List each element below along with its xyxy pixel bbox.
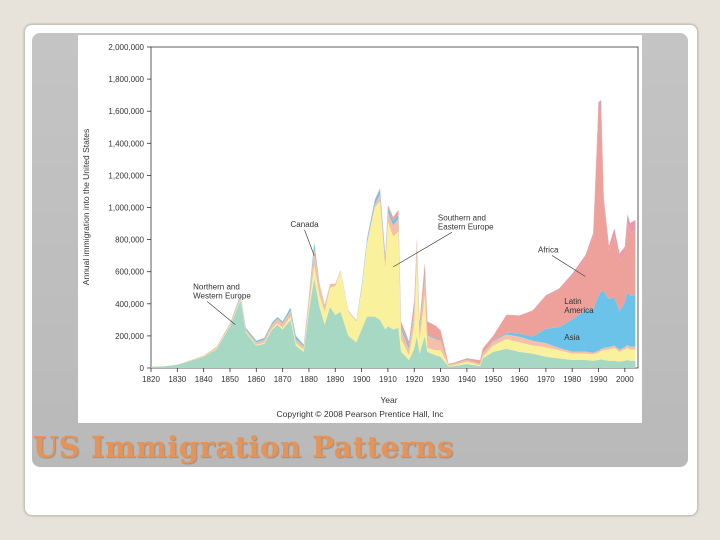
x-tick-label: 1880 (300, 375, 318, 384)
x-tick-label: 1980 (563, 375, 581, 384)
x-tick-label: 1920 (405, 375, 423, 384)
x-tick-label: 1970 (537, 375, 555, 384)
annotation-label: Latin (564, 297, 581, 306)
annotation-leader (304, 229, 315, 256)
annotation-label: America (564, 306, 594, 315)
area-series-2 (151, 194, 636, 367)
immigration-area-chart: 0 200,000 400,000 600,000 800,000 1,000,000 1,… (81, 43, 639, 419)
annotation-leader (206, 301, 236, 325)
annotation-label: Africa (538, 245, 559, 254)
y-tick-label: 800,000 (115, 236, 144, 245)
x-axis-label: Year (380, 395, 397, 405)
y-tick-label: 0 (140, 364, 145, 373)
x-tick-label: 1820 (142, 375, 160, 384)
annotation-label: Northern and (193, 282, 240, 291)
x-tick-label: 1890 (326, 375, 344, 384)
x-tick-label: 1860 (247, 375, 265, 384)
x-tick-label: 1840 (195, 375, 213, 384)
x-tick-label: 1900 (353, 375, 371, 384)
annotation-label: Southern and (438, 213, 486, 222)
y-tick-label: 1,800,000 (108, 75, 144, 84)
x-tick-label: 1940 (458, 375, 476, 384)
y-tick-label: 1,400,000 (108, 139, 144, 148)
y-tick-label: 600,000 (115, 268, 144, 277)
x-tick-label: 1960 (511, 375, 529, 384)
y-tick-label: 2,000,000 (108, 43, 144, 52)
area-series-0 (151, 278, 636, 368)
x-tick-label: 1930 (432, 375, 450, 384)
annotation-label: Western Europe (193, 291, 251, 300)
x-tick-label: 1850 (221, 375, 239, 384)
annotation-label: Canada (291, 220, 320, 229)
area-series-3 (151, 189, 636, 367)
y-tick-label: 1,000,000 (108, 204, 144, 213)
x-tick-label: 1870 (274, 375, 292, 384)
annotation-label: Asia (564, 333, 580, 342)
x-tick-label: 2000 (616, 375, 634, 384)
y-tick-label: 400,000 (115, 300, 144, 309)
x-tick-label: 1830 (168, 375, 186, 384)
x-tick-label: 1910 (379, 375, 397, 384)
slide-title: US Immigration Patterns (33, 430, 454, 464)
annotation-leader (551, 255, 586, 277)
chart-figure: 0 200,000 400,000 600,000 800,000 1,000,000 1,… (78, 35, 642, 423)
y-axis-label: Annual immigration into the United State… (81, 129, 91, 285)
area-series-1 (151, 201, 636, 367)
annotation-leader (393, 232, 453, 268)
y-tick-label: 200,000 (115, 332, 144, 341)
y-tick-label: 1,600,000 (108, 107, 144, 116)
annotation-label: Eastern Europe (438, 222, 494, 231)
copyright-text: Copyright © 2008 Pearson Prentice Hall, … (277, 409, 445, 419)
y-tick-label: 1,200,000 (108, 171, 144, 180)
x-tick-label: 1990 (590, 375, 608, 384)
x-tick-label: 1950 (484, 375, 502, 384)
